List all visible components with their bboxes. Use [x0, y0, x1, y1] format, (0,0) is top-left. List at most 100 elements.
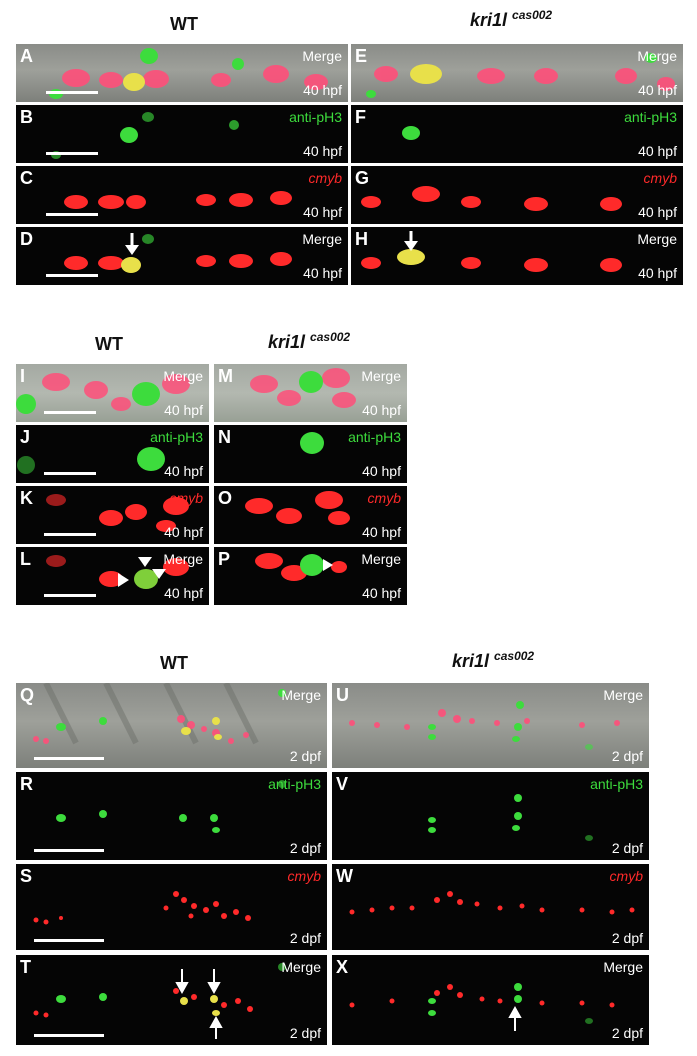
- panel-L-merge: L Merge 40 hpf: [16, 547, 209, 605]
- panel-W-cmyb: W cmyb 2 dpf: [332, 864, 649, 950]
- arrow-up: [508, 1005, 522, 1031]
- panel-letter-P: P: [218, 549, 231, 569]
- arrowhead: [323, 559, 333, 571]
- stage-label: 2 dpf: [611, 930, 643, 946]
- channel-label-ph3: anti-pH3: [590, 776, 643, 792]
- panel-J-image: [17, 447, 165, 474]
- channel-label-merge: Merge: [302, 48, 342, 64]
- panel-B-image: [51, 112, 239, 159]
- panel-letter-S: S: [20, 866, 33, 886]
- panel-A-image: [49, 48, 328, 99]
- channel-label-merge: Merge: [361, 368, 401, 384]
- panel-I-merge: I Merge 40 hpf: [16, 364, 209, 422]
- scale-bar: [44, 533, 96, 536]
- panel-Q-merge: Q Merge 2 dpf: [16, 683, 327, 768]
- channel-label-cmyb: cmyb: [643, 170, 677, 186]
- panel-N-image: [300, 432, 324, 454]
- panel-Q-image: [33, 683, 286, 745]
- stage-label: 40 hpf: [362, 402, 401, 418]
- channel-label-merge: Merge: [281, 687, 321, 703]
- stage-label: 40 hpf: [362, 585, 401, 601]
- stage-label: 2 dpf: [611, 748, 643, 764]
- panel-M-image: [250, 368, 356, 408]
- scale-bar: [34, 939, 104, 942]
- header-mutant-mid: kri1l cas002: [268, 330, 351, 352]
- channel-label-merge: Merge: [361, 551, 401, 567]
- stage-label: 2 dpf: [611, 1025, 643, 1041]
- panel-letter-W: W: [336, 866, 353, 886]
- arrow-down: [125, 233, 139, 255]
- panel-X-image: [349, 983, 615, 1031]
- panel-O-image: [245, 491, 350, 525]
- panel-K-cmyb: K cmyb 40 hpf: [16, 486, 209, 544]
- panel-U-image: [349, 701, 620, 750]
- scale-bar: [34, 849, 104, 852]
- panel-N-ph3: N anti-pH3 40 hpf: [214, 425, 407, 483]
- panel-X-merge: X Merge 2 dpf: [332, 955, 649, 1045]
- scale-bar: [46, 213, 98, 216]
- stage-label: 40 hpf: [638, 143, 677, 159]
- panel-letter-A: A: [20, 46, 33, 66]
- header-wt-top: WT: [170, 14, 198, 34]
- scale-bar: [34, 1034, 104, 1037]
- scale-bar: [46, 91, 98, 94]
- panel-letter-X: X: [336, 957, 349, 977]
- panel-V-image: [428, 794, 593, 841]
- stage-label: 2 dpf: [289, 930, 321, 946]
- panel-letter-N: N: [218, 427, 231, 447]
- panel-O-cmyb: O cmyb 40 hpf: [214, 486, 407, 544]
- panel-letter-F: F: [355, 107, 366, 127]
- scale-bar: [46, 274, 98, 277]
- panel-K-image: [46, 494, 189, 532]
- stage-label: 40 hpf: [638, 204, 677, 220]
- panel-W-image: [349, 891, 635, 915]
- channel-label-cmyb: cmyb: [609, 868, 643, 884]
- panel-G-image: [361, 186, 622, 211]
- header-wt-bottom: WT: [160, 653, 188, 673]
- panel-S-image: [33, 891, 251, 925]
- stage-label: 2 dpf: [611, 840, 643, 856]
- stage-label: 40 hpf: [303, 265, 342, 281]
- panel-I-image: [16, 373, 190, 414]
- channel-label-merge: Merge: [637, 231, 677, 247]
- panel-letter-M: M: [218, 366, 233, 386]
- stage-label: 2 dpf: [289, 840, 321, 856]
- panel-E-image: [366, 53, 675, 98]
- panel-letter-G: G: [355, 168, 370, 188]
- panel-letter-E: E: [355, 46, 368, 66]
- channel-label-ph3: anti-pH3: [268, 776, 321, 792]
- stage-label: 40 hpf: [638, 82, 677, 98]
- panel-letter-B: B: [20, 107, 33, 127]
- channel-label-ph3: anti-pH3: [624, 109, 677, 125]
- panel-letter-D: D: [20, 229, 33, 249]
- scale-bar: [44, 594, 96, 597]
- panel-R-ph3: R anti-pH3 2 dpf: [16, 772, 327, 860]
- channel-label-merge: Merge: [637, 48, 677, 64]
- stage-label: 40 hpf: [164, 402, 203, 418]
- header-mutant-bottom: kri1l cas002: [452, 649, 535, 671]
- panel-T-merge: T Merge 2 dpf: [16, 955, 327, 1045]
- panel-letter-J: J: [20, 427, 31, 447]
- channel-label-merge: Merge: [603, 959, 643, 975]
- stage-label: 40 hpf: [164, 524, 203, 540]
- panel-S-cmyb: S cmyb 2 dpf: [16, 864, 327, 950]
- scale-bar: [44, 411, 96, 414]
- channel-label-cmyb: cmyb: [287, 868, 321, 884]
- arrowheads: [118, 557, 166, 587]
- panel-letter-H: H: [355, 229, 368, 249]
- panel-C-image: [64, 191, 292, 209]
- channel-label-ph3: anti-pH3: [150, 429, 203, 445]
- channel-label-merge: Merge: [163, 368, 203, 384]
- panel-letter-T: T: [20, 957, 31, 977]
- panel-letter-V: V: [336, 774, 349, 794]
- panel-D-merge: D Merge 40 hpf: [16, 227, 348, 285]
- panel-J-ph3: J anti-pH3 40 hpf: [16, 425, 209, 483]
- arrows: [175, 969, 223, 1039]
- stage-label: 40 hpf: [362, 524, 401, 540]
- channel-label-merge: Merge: [302, 231, 342, 247]
- panel-L-image: [46, 555, 189, 589]
- panel-D-image: [64, 233, 292, 273]
- stage-label: 40 hpf: [303, 143, 342, 159]
- panel-G-cmyb: G cmyb 40 hpf: [351, 166, 683, 224]
- panel-U-merge: U Merge 2 dpf: [332, 683, 649, 768]
